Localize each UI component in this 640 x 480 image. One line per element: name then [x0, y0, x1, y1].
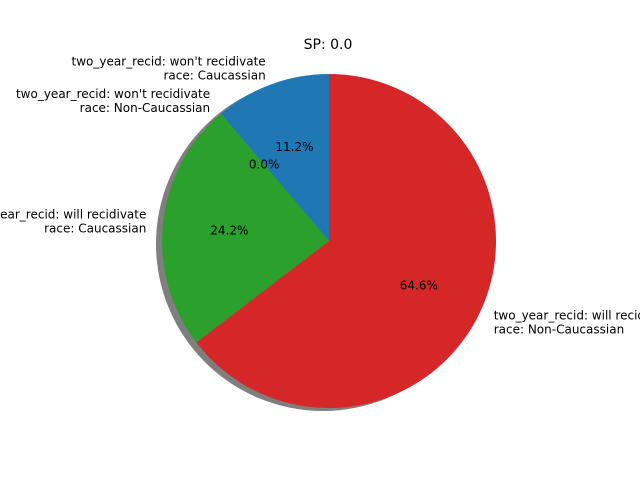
chart-title: SP: 0.0 [304, 37, 353, 53]
pie-category-label-line: two_year_recid: will recidivate [0, 207, 146, 221]
pie-category-label-line: race: Non-Caucassian [80, 101, 210, 115]
pie-category-label-1: two_year_recid: won't recidivate race: No… [16, 87, 210, 115]
pie-category-label-line: race: Non-Caucassian [494, 322, 624, 336]
pie-category-label-line: two_year_recid: won't recidivate [72, 55, 266, 69]
pie-category-label-line: race: Caucassian [163, 69, 265, 83]
pie-percent-label-0: 11.2% [275, 140, 313, 154]
pie-category-label-line: two_year_recid: will recidivate [494, 308, 640, 322]
pie-slice-0 [220, 74, 329, 241]
pie-category-label-0: two_year_recid: won't recidivate race: Ca… [72, 55, 266, 83]
pie-category-label-line: race: Caucassian [44, 221, 146, 235]
pie-slices [161, 74, 496, 408]
pie-percent-label-1: 0.0% [249, 158, 280, 172]
pie-slice-2 [161, 113, 329, 343]
pie-slice-3 [196, 74, 496, 408]
pie-category-label-line: two_year_recid: won't recidivate [16, 87, 210, 101]
pie-percent-label-3: 64.6% [400, 278, 438, 292]
pie-percent-labels: 11.2% 0.0% 24.2% 64.6% [210, 140, 438, 292]
pie-percent-label-2: 24.2% [210, 223, 248, 237]
pie-category-labels: two_year_recid: won't recidivate race: Ca… [0, 55, 640, 337]
